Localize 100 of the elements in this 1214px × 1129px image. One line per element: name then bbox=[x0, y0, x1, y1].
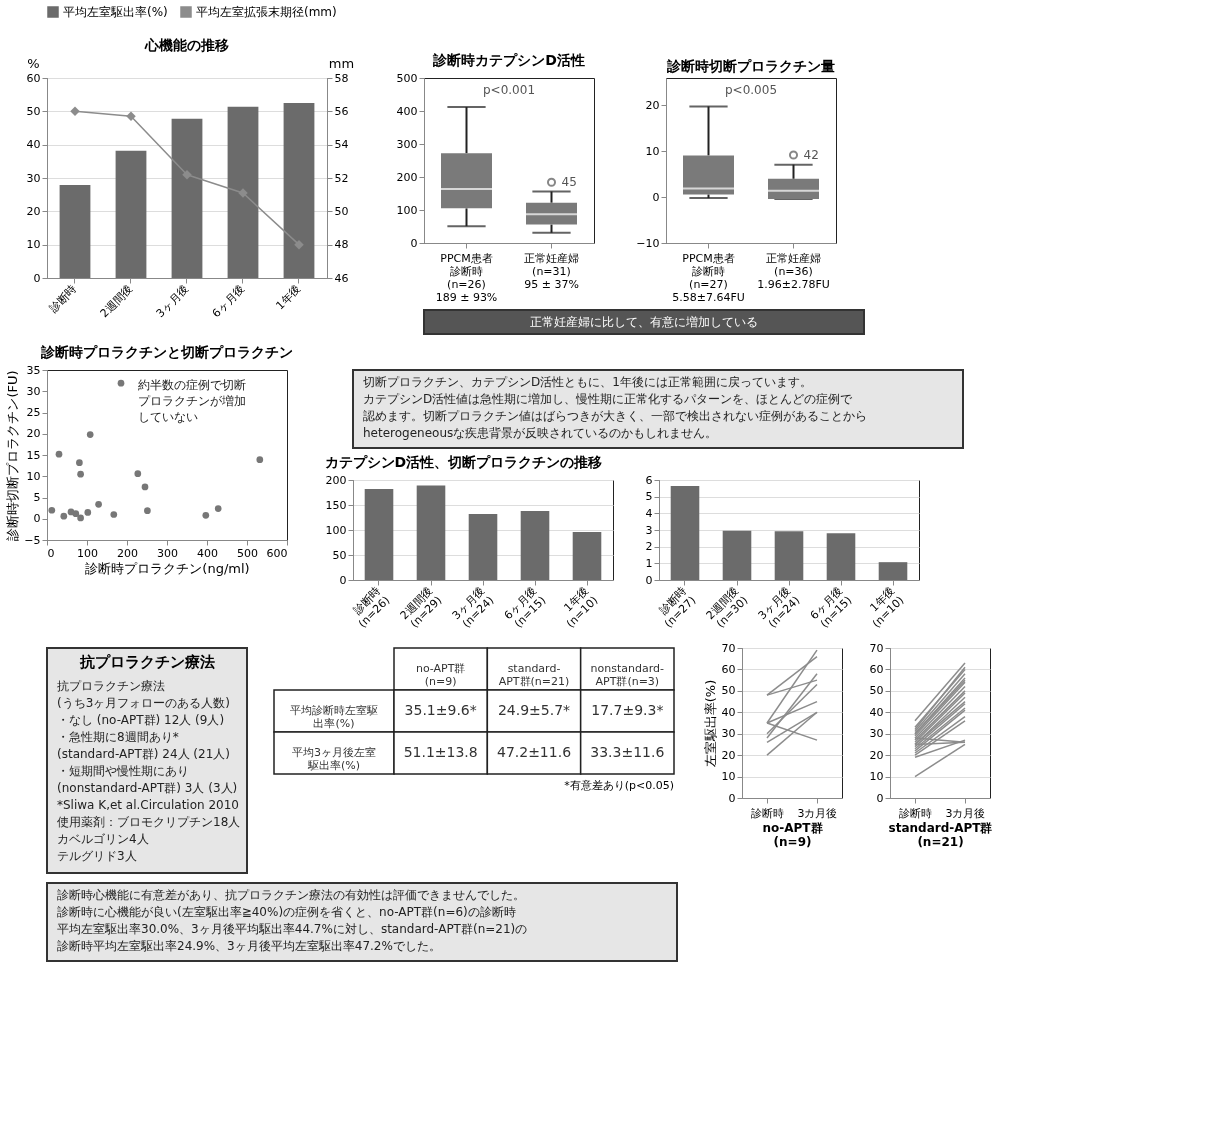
x-tick-label: 診断時 bbox=[899, 806, 932, 820]
chart-title: 診断時切断プロラクチン量 bbox=[666, 58, 835, 74]
text: 診断時に心機能が良い(左室駆出率≧40%)の症例を省くと、no-APT群(n=6)の診断時 bbox=[57, 905, 516, 919]
x-tick-label: 600 bbox=[266, 546, 288, 560]
y-tick-label: 0 bbox=[410, 236, 418, 250]
text: 5.58±7.64FU bbox=[672, 290, 745, 304]
y-tick-label: 25 bbox=[26, 406, 41, 419]
x-tick-label: 100 bbox=[77, 546, 98, 560]
text: (うち3ヶ月フォローのある人数) bbox=[57, 696, 230, 710]
annotation: 42 bbox=[803, 148, 819, 162]
annotation: p<0.005 bbox=[724, 83, 778, 97]
text: 抗プロラクチン療法 bbox=[78, 653, 215, 671]
x-tick-label: 300 bbox=[157, 546, 178, 560]
text: 47.2±11.6 bbox=[496, 744, 572, 760]
y-tick-label: −10 bbox=[636, 236, 660, 250]
x-tick-label: 診断時 bbox=[751, 806, 784, 820]
text: 使用薬剤：ブロモクリプチン18人 bbox=[57, 815, 241, 829]
text: 24.9±5.7* bbox=[497, 702, 571, 718]
y-tick-label: 50 bbox=[332, 548, 347, 562]
y-tick-label: 15 bbox=[26, 448, 41, 462]
y-tick-label: 30 bbox=[721, 727, 736, 741]
y-tick-label: 0 bbox=[652, 190, 660, 204]
y-tick-label: 200 bbox=[396, 170, 418, 184]
text: 1.96±2.78FU bbox=[757, 277, 830, 291]
x-tick-label: PPCM患者診断時 (n=27) bbox=[682, 251, 735, 291]
y-tick-label: 20 bbox=[721, 748, 736, 762]
y-tick-label: 50 bbox=[26, 104, 41, 118]
x-tick-label: 正常妊産婦 (n=31) bbox=[524, 251, 579, 278]
text: heterogeneousな疾患背景が反映されているのかもしれません。 bbox=[363, 426, 718, 440]
text: 抗プロラクチン療法 bbox=[57, 679, 165, 693]
chart-title: 心機能の推移 bbox=[144, 37, 229, 53]
x-tick-label: 3カ月後 bbox=[797, 806, 838, 820]
x-tick-label: 500 bbox=[237, 546, 258, 560]
y-tick-label: 30 bbox=[869, 727, 884, 741]
x-tick-label: 200 bbox=[117, 546, 138, 560]
text: 切断プロラクチン、カテプシンD活性ともに、1年後には正常範囲に戻っています。 bbox=[363, 375, 812, 389]
y-tick-label: 6 bbox=[645, 473, 653, 487]
x-tick-label: 正常妊産婦 (n=36) bbox=[766, 251, 821, 278]
y-tick-label: 0 bbox=[728, 791, 736, 805]
annotation: p<0.001 bbox=[482, 83, 536, 97]
y-tick-label: 100 bbox=[396, 203, 418, 217]
y-tick-label: 60 bbox=[869, 662, 884, 676]
y-tick-label: 500 bbox=[396, 71, 418, 85]
text: 認めます。切断プロラクチン値はばらつきが大きく、一部で検出されない症例があることから bbox=[363, 409, 867, 423]
y-tick-label: 10 bbox=[869, 770, 884, 784]
y-tick-label: 10 bbox=[26, 469, 41, 483]
text: 正常妊産婦に比して、有意に増加している bbox=[530, 315, 758, 329]
y-tick-label: 3 bbox=[645, 523, 653, 537]
text: (standard-APT群) 24人 (21人) bbox=[57, 747, 230, 761]
y-tick-label: 60 bbox=[721, 662, 736, 676]
y-tick-label: 20 bbox=[869, 748, 884, 762]
y-tick-label: −5 bbox=[24, 533, 41, 547]
text: カテプシンD活性値は急性期に増加し、慢性期に正常化するパターンを、ほとんどの症例で bbox=[363, 392, 854, 406]
y-tick-label: 60 bbox=[26, 71, 41, 85]
text: ・急性期に8週間あり* bbox=[57, 730, 179, 744]
chart-title: カテプシンD活性、切断プロラクチンの推移 bbox=[324, 453, 603, 470]
y-tick-label: 1 bbox=[645, 556, 653, 570]
x-axis-title: 診断時プロラクチン(ng/ml) bbox=[85, 560, 250, 576]
category-label: no-APT群 (n=9) bbox=[415, 662, 466, 688]
y-tick-label: 30 bbox=[26, 171, 41, 185]
y-tick-label: 20 bbox=[26, 204, 41, 218]
text: 平均左室駆出率30.0%、3ヶ月後平均駆出率44.7%に対し、standard-APT群(n=21)の bbox=[57, 922, 528, 936]
text: 95 ± 37% bbox=[524, 277, 579, 291]
text: カベルゴリン4人 bbox=[57, 832, 149, 846]
text: 189 ± 93% bbox=[435, 290, 498, 304]
text: 51.1±13.8 bbox=[403, 744, 478, 760]
category-label: nonstandard- APT群(n=3) bbox=[590, 662, 665, 688]
y-tick-label: 300 bbox=[396, 137, 418, 151]
category-label: standard- APT群(n=21) bbox=[498, 662, 570, 688]
x-axis-title: standard-APT群 (n=21) bbox=[888, 820, 993, 849]
y-axis-title: % bbox=[27, 55, 40, 71]
x-tick-label: 診断時 bbox=[46, 282, 80, 316]
y-tick-label: 0 bbox=[339, 573, 347, 587]
y-tick-label: 10 bbox=[26, 238, 41, 252]
y-tick-label: 200 bbox=[325, 473, 347, 487]
x-tick-label: 6ヶ月後 bbox=[209, 282, 248, 321]
y-tick-label: 20 bbox=[26, 427, 41, 441]
y-tick-label: 5 bbox=[33, 491, 41, 504]
y-tick-label: 0 bbox=[33, 512, 41, 526]
y2-tick-label: 54 bbox=[334, 138, 349, 152]
text: 33.3±11.6 bbox=[590, 744, 665, 760]
y-tick-label: 4 bbox=[645, 506, 653, 520]
legend-label: 平均左室拡張末期径(mm) bbox=[196, 5, 337, 19]
x-tick-label: 400 bbox=[197, 546, 218, 560]
y2-axis-title: mm bbox=[328, 55, 355, 71]
x-tick-label: 1年後 bbox=[273, 282, 304, 313]
y-tick-label: 0 bbox=[876, 791, 884, 805]
y2-tick-label: 46 bbox=[334, 271, 349, 285]
chart-title: 診断時カテプシンD活性 bbox=[432, 52, 585, 68]
y-axis-title: 左室駆出率(%) bbox=[702, 679, 718, 768]
annotation: 約半数の症例で切断プロラクチンが増加していない bbox=[138, 378, 247, 424]
y-tick-label: 5 bbox=[645, 490, 653, 504]
y-tick-label: 20 bbox=[645, 99, 660, 112]
y2-tick-label: 56 bbox=[334, 104, 349, 118]
text: *Sliwa K,et al.Circulation 2010 bbox=[57, 798, 239, 812]
category-label: 平均診断時左室駆出率(%) bbox=[290, 704, 378, 730]
y-tick-label: 50 bbox=[869, 684, 884, 698]
text: テルグリド3人 bbox=[57, 849, 137, 863]
y-tick-label: 70 bbox=[869, 641, 884, 655]
y-tick-label: 35 bbox=[26, 363, 41, 377]
